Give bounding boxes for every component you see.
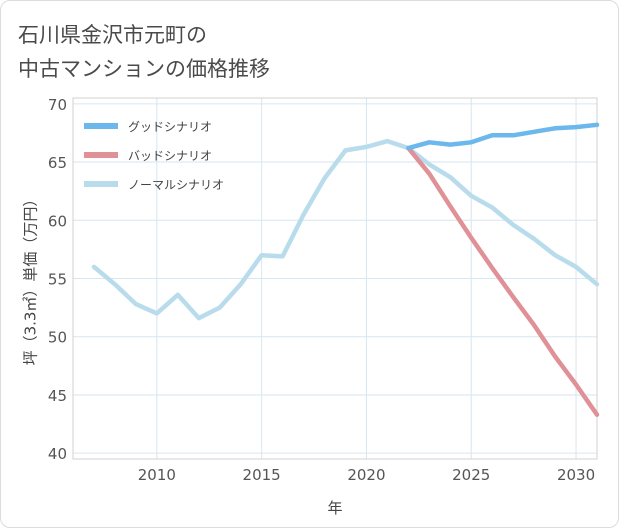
legend-label-1: バッドシナリオ xyxy=(128,149,212,163)
y-tick-label: 60 xyxy=(48,212,67,230)
series-line-2 xyxy=(91,138,600,321)
x-tick-label: 2020 xyxy=(347,466,385,484)
legend-label-2: ノーマルシナリオ xyxy=(128,178,224,192)
legend-label-0: グッドシナリオ xyxy=(128,120,212,134)
y-tick-label: 45 xyxy=(48,387,67,405)
y-tick-label: 65 xyxy=(48,154,67,172)
y-tick-label: 70 xyxy=(48,96,67,114)
chart-title-line-1: 石川県金沢市元町の xyxy=(18,23,207,47)
x-tick-label: 2030 xyxy=(557,466,595,484)
grid xyxy=(73,98,597,459)
y-tick-label: 40 xyxy=(48,445,67,463)
series-line-0 xyxy=(406,122,600,151)
x-tick-label: 2010 xyxy=(138,466,176,484)
x-tick-label: 2015 xyxy=(243,466,281,484)
x-tick-label: 2025 xyxy=(452,466,490,484)
chart-title: 石川県金沢市元町の 中古マンションの価格推移 xyxy=(18,18,270,86)
plot-area xyxy=(72,97,598,460)
chart-title-line-2: 中古マンションの価格推移 xyxy=(18,57,270,81)
y-tick-label: 50 xyxy=(48,329,67,347)
series-layer xyxy=(91,122,600,417)
tick-labels: 2010 2015 2020 2025 2030 40 45 50 55 60 65 70 xyxy=(48,96,595,484)
y-tick-label: 55 xyxy=(48,271,67,289)
series-line-1 xyxy=(406,145,600,417)
x-axis-title: 年 xyxy=(327,499,342,517)
y-axis-title: 坪（3.3㎡）単価（万円） xyxy=(22,192,40,366)
